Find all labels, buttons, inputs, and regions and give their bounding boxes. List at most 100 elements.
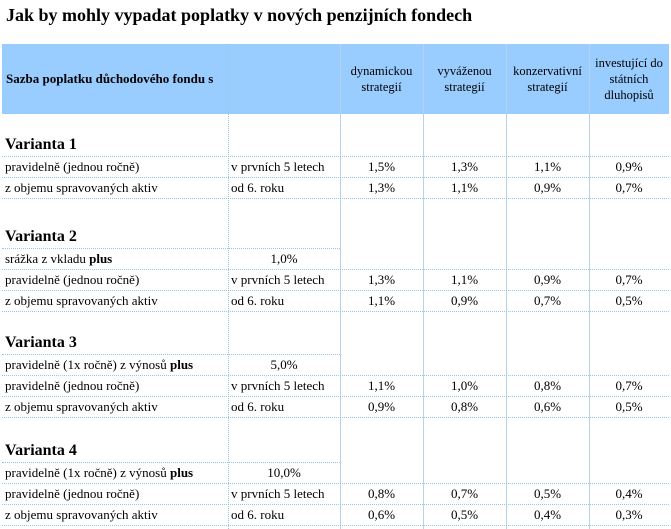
row-label: pravidelně (jednou ročně) — [5, 272, 140, 287]
value-dynamic: 0,8% — [367, 486, 396, 501]
table-row: pravidelně (jednou ročně) v prvních 5 let… — [2, 269, 669, 290]
grid-vline — [340, 44, 341, 529]
value-bonds: 0,7% — [615, 180, 643, 195]
value-dynamic: 1,1% — [367, 293, 396, 308]
grid-hline — [2, 483, 669, 484]
row-period: v prvních 5 letech — [231, 272, 325, 287]
row-label: pravidelně (jednou ročně) — [5, 378, 140, 393]
value-balanced: 0,9% — [450, 293, 479, 308]
value-dynamic: 0,6% — [367, 507, 396, 522]
grid-hline — [2, 417, 669, 418]
table-header — [2, 44, 669, 114]
value-conservative: 0,5% — [533, 486, 562, 501]
row-label: pravidelně (jednou ročně) — [5, 159, 140, 174]
extra-fee-label: srážka z vkladu plus — [5, 248, 112, 269]
grid-hline — [2, 177, 669, 178]
row-period: od 6. roku — [231, 507, 285, 522]
grid-hline — [2, 290, 669, 291]
value-balanced: 1,1% — [450, 180, 479, 195]
extra-fee-text: srážka z vkladu — [5, 251, 86, 266]
value-dynamic: 1,1% — [367, 378, 396, 393]
value-balanced: 1,0% — [450, 378, 479, 393]
value-bonds: 0,9% — [615, 159, 643, 174]
grid-hline — [2, 504, 669, 505]
row-label: z objemu spravovaných aktiv — [5, 180, 158, 195]
extra-fee-label: pravidelně (1x ročně) z výnosů plus — [5, 462, 193, 483]
grid-vline — [506, 44, 507, 529]
value-conservative: 0,7% — [533, 293, 562, 308]
grid-hline — [2, 156, 669, 157]
value-conservative: 0,9% — [533, 272, 562, 287]
table-row: pravidelně (jednou ročně) v prvních 5 let… — [2, 483, 669, 504]
row-period: v prvních 5 letech — [231, 486, 325, 501]
grid-hline — [2, 354, 340, 355]
grid-hline — [2, 269, 669, 270]
value-conservative: 1,1% — [533, 159, 562, 174]
row-period: od 6. roku — [231, 399, 285, 414]
row-period: od 6. roku — [231, 180, 285, 195]
value-bonds: 0,4% — [615, 486, 643, 501]
variant-heading: Varianta 4 — [5, 442, 77, 459]
value-conservative: 0,4% — [533, 507, 562, 522]
grid-vline — [228, 44, 229, 529]
value-bonds: 0,7% — [615, 272, 643, 287]
value-dynamic: 1,3% — [367, 180, 396, 195]
value-bonds: 0,3% — [615, 507, 643, 522]
variant-heading: Varianta 2 — [5, 228, 77, 245]
page-title: Jak by mohly vypadat poplatky v nových p… — [6, 5, 473, 25]
row-period: v prvních 5 letech — [231, 159, 325, 174]
row-label: z objemu spravovaných aktiv — [5, 293, 158, 308]
table-row: z objemu spravovaných aktiv od 6. roku 0,6… — [2, 504, 669, 525]
table-row: pravidelně (jednou ročně) v prvních 5 let… — [2, 375, 669, 396]
grid-hline — [2, 375, 669, 376]
header-col-dynamic: dynamickou strategií — [350, 64, 413, 94]
value-balanced: 1,1% — [450, 272, 479, 287]
row-label: z objemu spravovaných aktiv — [5, 399, 158, 414]
value-balanced: 1,3% — [450, 159, 479, 174]
table-row: pravidelně (jednou ročně) v prvních 5 let… — [2, 156, 669, 177]
table-row: z objemu spravovaných aktiv od 6. roku 0,9… — [2, 396, 669, 417]
variant-heading: Varianta 3 — [5, 334, 77, 351]
value-balanced: 0,5% — [450, 507, 479, 522]
grid-vline — [423, 44, 424, 529]
extra-fee-row: srážka z vkladu plus 1,0% — [2, 248, 340, 269]
value-balanced: 0,7% — [450, 486, 479, 501]
value-dynamic: 1,3% — [367, 272, 396, 287]
extra-fee-row: pravidelně (1x ročně) z výnosů plus 10,0% — [2, 462, 340, 483]
value-bonds: 0,5% — [615, 293, 643, 308]
grid-hline — [2, 525, 669, 526]
table-row: z objemu spravovaných aktiv od 6. roku 1,1… — [2, 290, 669, 311]
value-conservative: 0,8% — [533, 378, 562, 393]
grid-hline — [2, 311, 669, 312]
extra-fee-text: pravidelně (1x ročně) z výnosů — [5, 357, 167, 372]
extra-fee-plus: plus — [169, 357, 194, 372]
value-conservative: 0,6% — [533, 399, 562, 414]
grid-hline — [2, 396, 669, 397]
fee-table: Sazba poplatku důchodového fondu s dynam… — [2, 44, 669, 529]
grid-hline — [2, 248, 340, 249]
grid-hline — [2, 198, 669, 199]
header-col-conservative: konzervativní strategií — [513, 64, 582, 94]
extra-fee-value: 5,0% — [270, 357, 298, 372]
grid-hline — [2, 462, 340, 463]
row-period: v prvních 5 letech — [231, 378, 325, 393]
header-row-label: Sazba poplatku důchodového fondu s — [6, 71, 214, 86]
variant-heading: Varianta 1 — [5, 136, 77, 153]
row-label: z objemu spravovaných aktiv — [5, 507, 158, 522]
table-row: z objemu spravovaných aktiv od 6. roku 1,3… — [2, 177, 669, 198]
extra-fee-text: pravidelně (1x ročně) z výnosů — [5, 465, 167, 480]
value-bonds: 0,7% — [615, 378, 643, 393]
grid-vline — [589, 44, 590, 529]
value-bonds: 0,5% — [615, 399, 643, 414]
extra-fee-label: pravidelně (1x ročně) z výnosů plus — [5, 354, 193, 375]
value-conservative: 0,9% — [533, 180, 562, 195]
extra-fee-value: 10,0% — [267, 465, 301, 480]
value-dynamic: 0,9% — [367, 399, 396, 414]
row-period: od 6. roku — [231, 293, 285, 308]
extra-fee-row: pravidelně (1x ročně) z výnosů plus 5,0% — [2, 354, 340, 375]
header-col-balanced: vyváženou strategií — [437, 64, 492, 94]
header-col-bonds: investující do státních dluhopisů — [595, 56, 663, 102]
row-label: pravidelně (jednou ročně) — [5, 486, 140, 501]
extra-fee-plus: plus — [169, 465, 194, 480]
extra-fee-plus: plus — [89, 251, 113, 266]
